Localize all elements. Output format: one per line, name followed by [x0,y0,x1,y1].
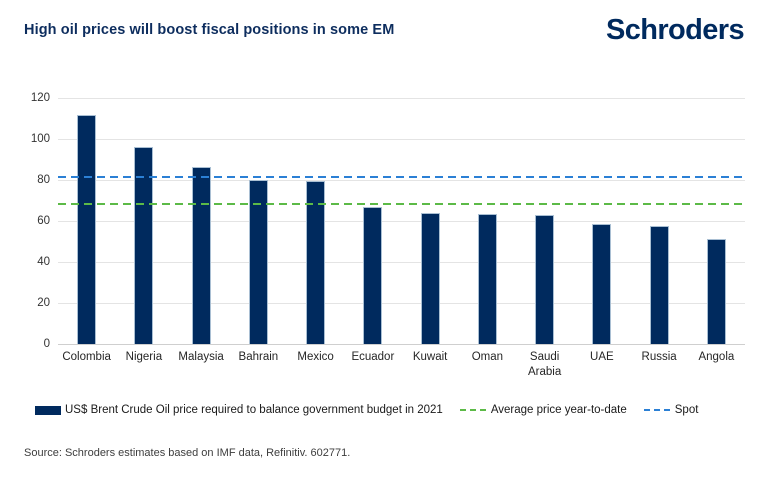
x-tick-label: Bahrain [238,351,279,363]
bar-russia [649,226,669,344]
y-tick-label: 60 [37,215,50,227]
gridline [58,97,745,99]
chart-legend: US$ Brent Crude Oil price required to ba… [35,404,698,416]
gridline [58,138,745,140]
chart: 0 20 40 60 80 100 120 Colombia Nigeria Malaysia B… [31,92,745,378]
x-tick-label: Russia [641,351,677,363]
legend-spot-label: Spot [674,404,699,416]
bar-malaysia [191,166,211,344]
y-tick-label: 40 [37,256,50,268]
spot-dash-icon [643,409,671,411]
legend-item-bars: US$ Brent Crude Oil price required to ba… [35,404,443,416]
legend-average-label: Average price year-to-date [490,404,627,416]
x-tick-label: Nigeria [125,351,163,363]
legend-bar-label: US$ Brent Crude Oil price required to ba… [65,404,443,416]
x-tick-label: Angola [698,351,735,363]
bar-series-swatch-icon [35,405,61,415]
page-title: High oil prices will boost fiscal positi… [24,22,395,38]
schroders-logo: Schroders [605,14,745,46]
bar-kuwait [420,212,440,344]
y-tick-label: 20 [37,297,50,309]
x-tick-label: Ecuador [351,351,395,363]
bar-nigeria [134,147,154,344]
x-tick-label: Mexico [297,351,334,363]
average-dash-icon [459,409,487,411]
x-tick-label: UAE [590,351,614,363]
gridline [58,261,745,263]
x-tick-label: Colombia [62,351,111,363]
x-tick-label: Oman [471,351,504,363]
x-tick-label: Saudi Arabia [528,351,562,378]
legend-item-average: Average price year-to-date [459,404,627,416]
bar-angola [706,239,726,344]
gridline [58,302,745,304]
y-tick-label: 120 [30,92,50,104]
refline-spot [58,176,745,179]
bar-bahrain [248,180,268,344]
bar-ecuador [363,206,383,344]
gridline [58,220,745,222]
x-tick-label: Malaysia [178,351,224,363]
x-tick-label: Kuwait [412,351,448,363]
gridline [58,179,745,181]
bar-uae [592,224,612,344]
refline-average-price-year-to-date [58,202,745,205]
bar-saudi-arabia [535,214,555,344]
gridline [58,343,745,345]
bar-mexico [306,181,326,344]
bar-oman [477,213,497,344]
bar-colombia [77,115,97,344]
y-tick-label: 0 [43,338,50,350]
y-tick-label: 100 [30,133,50,145]
legend-item-spot: Spot [643,404,699,416]
y-tick-label: 80 [37,174,50,186]
source-note: Source: Schroders estimates based on IMF… [24,447,351,459]
